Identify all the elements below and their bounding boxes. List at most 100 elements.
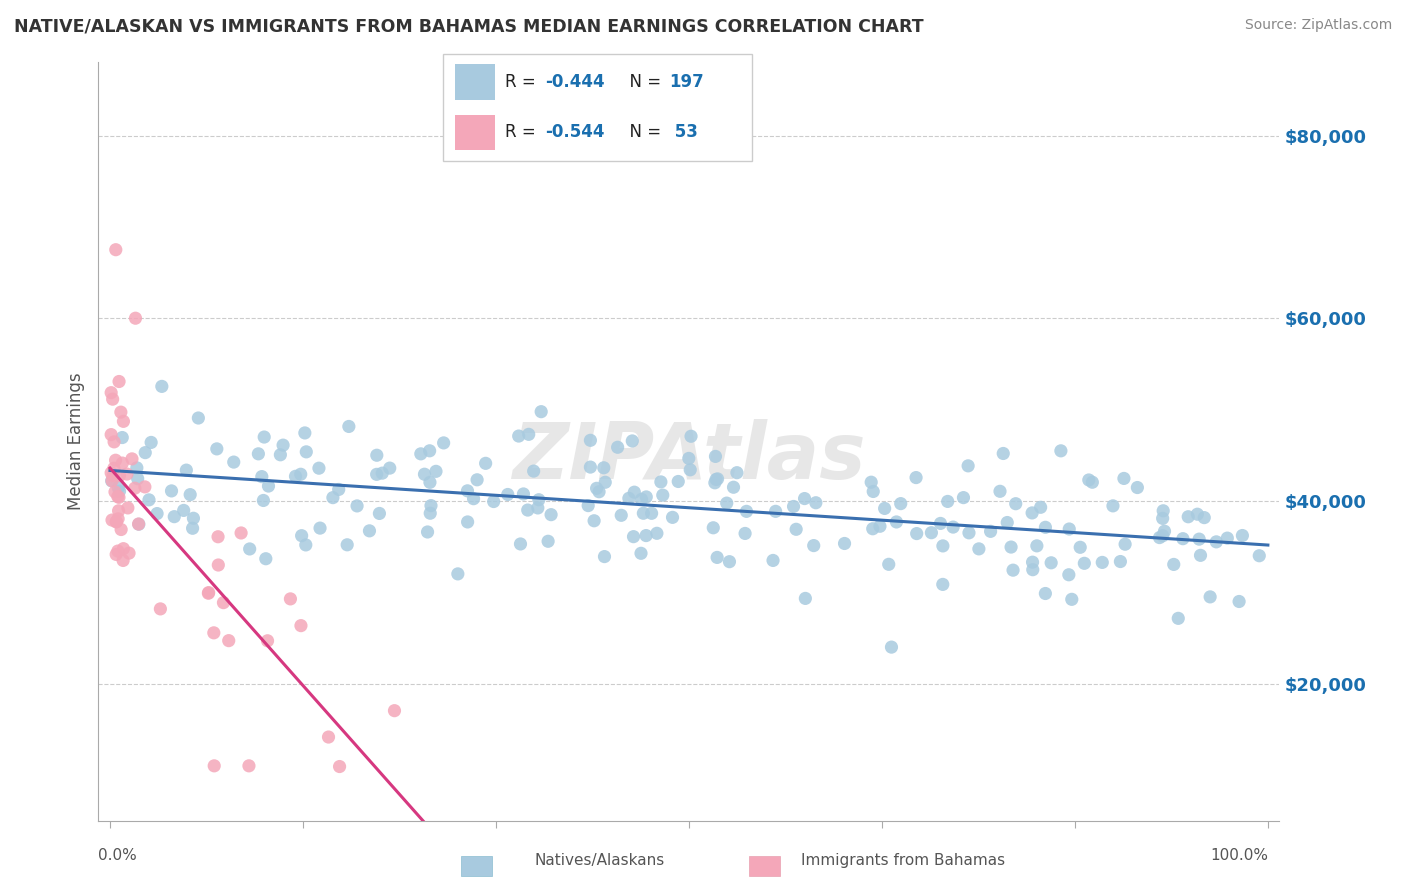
Point — [995, 516, 1018, 530]
Point — [1057, 522, 1080, 536]
Point — [716, 496, 738, 510]
Point — [101, 392, 124, 406]
Point — [1205, 534, 1227, 549]
Point — [932, 539, 955, 553]
Point — [793, 491, 815, 506]
Point — [110, 405, 132, 419]
Point — [1109, 555, 1132, 569]
Point — [105, 515, 128, 529]
Point — [117, 500, 139, 515]
Point — [593, 475, 616, 490]
Point — [723, 480, 745, 494]
Point — [101, 474, 124, 488]
Text: Natives/Alaskans: Natives/Alaskans — [534, 853, 665, 868]
Point — [496, 487, 519, 501]
Point — [336, 538, 359, 552]
Point — [803, 539, 825, 553]
Text: 53: 53 — [669, 123, 697, 141]
Point — [294, 538, 316, 552]
Point — [346, 499, 368, 513]
Point — [1077, 473, 1099, 487]
Point — [104, 453, 127, 467]
Point — [703, 475, 725, 490]
Point — [100, 474, 122, 488]
Point — [309, 521, 332, 535]
Point — [785, 522, 807, 536]
Point — [229, 526, 252, 541]
Point — [512, 487, 534, 501]
Point — [880, 640, 903, 654]
Point — [197, 586, 219, 600]
Point — [1152, 511, 1174, 525]
Point — [942, 520, 965, 534]
Point — [1112, 471, 1135, 485]
Point — [679, 429, 702, 443]
Point — [294, 425, 316, 440]
FancyBboxPatch shape — [443, 54, 752, 161]
Point — [957, 458, 980, 473]
Point — [202, 625, 225, 640]
Point — [239, 541, 262, 556]
Point — [873, 501, 896, 516]
Point — [290, 467, 312, 482]
Point — [661, 510, 683, 524]
Point — [173, 503, 195, 517]
Point — [256, 633, 278, 648]
Point — [181, 521, 204, 535]
Point — [163, 509, 186, 524]
Point — [640, 506, 662, 520]
Point — [433, 436, 456, 450]
Point — [576, 499, 599, 513]
Point — [328, 483, 350, 497]
Point — [115, 467, 138, 481]
Point — [482, 494, 505, 508]
Point — [725, 466, 748, 480]
Point — [107, 481, 129, 495]
Point — [735, 504, 758, 518]
Point — [1227, 594, 1250, 608]
Point — [146, 507, 169, 521]
Point — [413, 467, 436, 482]
Text: Immigrants from Bahamas: Immigrants from Bahamas — [801, 853, 1005, 868]
Point — [630, 492, 652, 507]
Point — [1152, 529, 1174, 543]
Point — [366, 467, 388, 482]
Point — [205, 442, 228, 456]
Point — [537, 534, 560, 549]
Point — [128, 517, 150, 532]
Point — [207, 530, 229, 544]
Point — [124, 311, 146, 326]
Text: -0.444: -0.444 — [546, 73, 605, 91]
Point — [579, 434, 602, 448]
Point — [666, 475, 689, 489]
Point — [890, 497, 912, 511]
Point — [101, 468, 124, 483]
Point — [517, 427, 540, 442]
Point — [1163, 558, 1185, 572]
Point — [702, 521, 724, 535]
Point — [107, 512, 129, 526]
Point — [993, 446, 1015, 460]
Point — [384, 704, 406, 718]
Point — [936, 494, 959, 508]
Point — [920, 525, 942, 540]
Point — [107, 504, 129, 518]
Point — [105, 548, 128, 562]
Point — [957, 525, 980, 540]
Point — [1073, 557, 1095, 571]
Point — [419, 443, 441, 458]
Point — [416, 524, 439, 539]
Text: N =: N = — [619, 123, 666, 141]
Point — [1021, 555, 1043, 569]
Point — [516, 503, 538, 517]
Point — [633, 506, 655, 520]
Point — [704, 472, 727, 486]
Point — [103, 434, 125, 449]
Point — [905, 526, 928, 541]
Point — [679, 463, 702, 477]
Point — [651, 488, 673, 502]
Point — [1194, 510, 1216, 524]
Point — [617, 491, 640, 506]
Point — [134, 480, 156, 494]
Point — [718, 555, 741, 569]
